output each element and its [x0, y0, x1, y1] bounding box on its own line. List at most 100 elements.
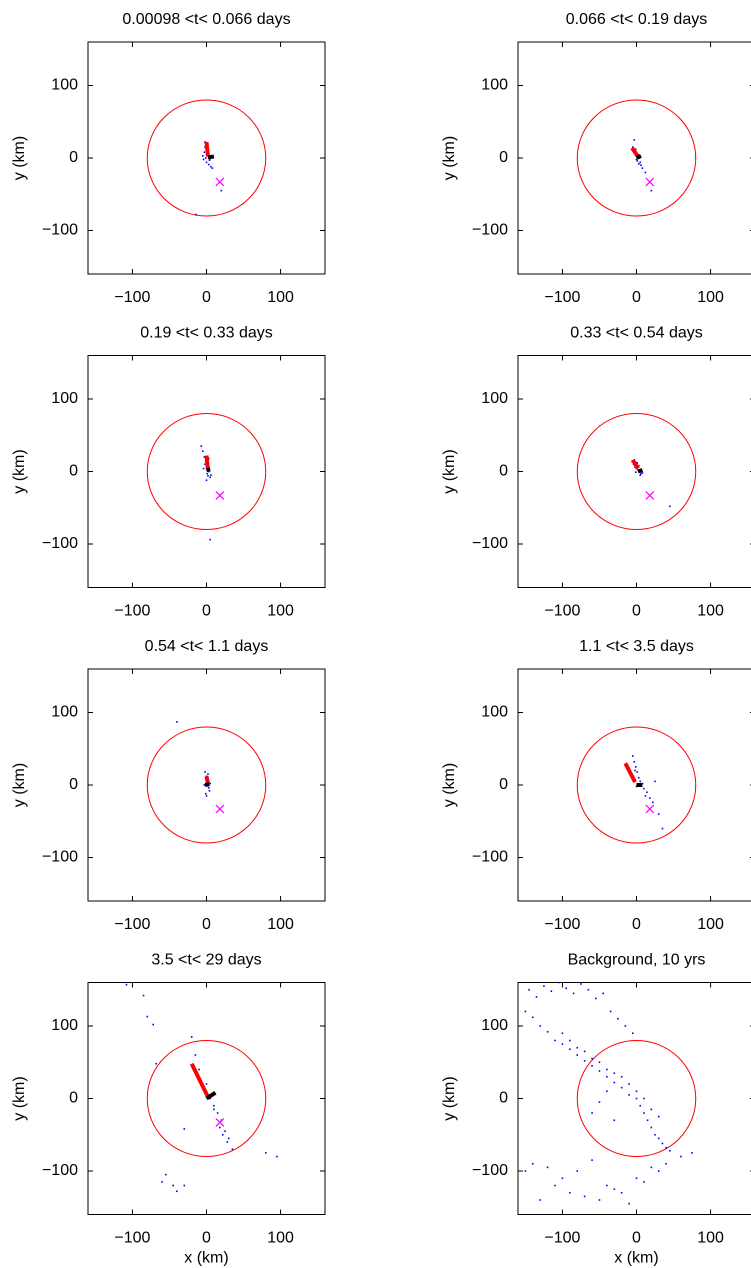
plot-area	[125, 983, 278, 1193]
mainshock-marker	[215, 1118, 225, 1127]
event-dot	[226, 1141, 229, 1143]
plot-frame	[87, 355, 326, 588]
y-tick-label: −100	[472, 849, 508, 866]
event-dot	[209, 782, 212, 785]
y-tick-label: 100	[51, 704, 78, 721]
event-dot	[204, 792, 207, 795]
event-dot	[651, 801, 654, 804]
event-dot	[209, 476, 212, 479]
event-dot	[628, 1083, 630, 1085]
event-dot	[643, 1112, 645, 1114]
event-dot	[524, 1010, 527, 1013]
direction-segment	[630, 146, 640, 158]
y-tick-label: 100	[51, 1017, 78, 1034]
event-dot	[554, 1039, 556, 1042]
y-tick-label: −100	[42, 535, 78, 552]
event-dot	[194, 1054, 197, 1056]
event-dot	[207, 787, 210, 789]
direction-segment	[204, 782, 210, 787]
event-dot	[650, 1108, 653, 1111]
event-dot	[624, 1025, 627, 1027]
y-tick-label: 100	[481, 77, 508, 94]
event-dot	[606, 1075, 608, 1078]
event-dot	[580, 983, 582, 985]
event-dot	[209, 1097, 212, 1100]
plot-area	[576, 413, 697, 530]
event-dot	[524, 1170, 527, 1172]
panel-title: 0.54 <t< 1.1 days	[145, 638, 269, 655]
plot-frame	[517, 41, 751, 275]
direction-segment	[204, 141, 210, 157]
mainshock-marker	[215, 804, 225, 814]
event-dot	[650, 1126, 653, 1129]
event-dot	[644, 171, 647, 174]
event-dot	[208, 790, 211, 792]
x-tick-label: 0	[632, 916, 641, 933]
x-tick-label: 100	[697, 916, 724, 933]
x-tick-label: 100	[267, 916, 294, 933]
event-dot	[161, 1181, 163, 1183]
direction-segment	[637, 468, 644, 474]
event-dot	[633, 139, 636, 141]
plot-area	[146, 721, 267, 844]
plot-area	[146, 413, 267, 541]
event-dot	[591, 1159, 593, 1161]
event-dot	[561, 1177, 564, 1180]
event-dot	[576, 1046, 579, 1049]
event-dot	[206, 472, 209, 475]
event-dot	[203, 151, 206, 153]
event-dot	[646, 1119, 649, 1122]
event-dot	[204, 157, 207, 159]
plot-frame	[517, 355, 751, 588]
direction-segment	[204, 455, 210, 471]
plot-frame	[517, 982, 751, 1215]
plot-area	[576, 726, 697, 844]
event-dot	[591, 1112, 593, 1114]
event-dot	[613, 1081, 616, 1084]
event-dot	[207, 163, 210, 166]
y-axis-label: y (km)	[441, 449, 458, 493]
x-tick-label: 0	[202, 603, 211, 620]
x-axis-label: x (km)	[614, 1250, 658, 1267]
event-dot	[205, 1083, 208, 1085]
y-axis-label: y (km)	[11, 763, 28, 807]
event-dot	[576, 1054, 579, 1056]
direction-segment	[205, 1091, 217, 1101]
event-dot	[639, 1104, 642, 1107]
event-dot	[146, 1015, 149, 1018]
plot-area	[146, 99, 267, 217]
direction-segment	[204, 775, 210, 784]
event-dot	[643, 1181, 645, 1183]
y-axis-label: y (km)	[441, 763, 458, 807]
y-axis-label: y (km)	[441, 1076, 458, 1120]
y-tick-label: 100	[481, 704, 508, 721]
event-dot	[641, 167, 644, 169]
y-tick-label: 100	[51, 77, 78, 94]
event-dot	[628, 1202, 630, 1205]
event-dot	[207, 773, 209, 775]
event-dot	[649, 797, 651, 799]
x-tick-label: 0	[632, 1230, 641, 1247]
event-dot	[598, 1199, 601, 1201]
event-dot	[208, 159, 211, 161]
event-dot	[221, 1133, 224, 1136]
event-dot	[202, 158, 205, 161]
event-dot	[639, 474, 642, 476]
event-dot	[591, 1057, 593, 1060]
event-dot	[220, 189, 223, 192]
event-dot	[176, 1190, 178, 1193]
y-tick-label: 0	[69, 1090, 78, 1107]
event-dot	[594, 997, 597, 1000]
event-dot	[213, 1108, 215, 1111]
y-tick-label: 0	[499, 1090, 508, 1107]
event-dot	[204, 463, 206, 466]
event-dot	[276, 1155, 278, 1158]
event-dot	[546, 1031, 549, 1033]
x-tick-label: 100	[697, 603, 724, 620]
y-tick-label: −100	[472, 535, 508, 552]
event-dot	[634, 766, 637, 768]
event-dot	[639, 161, 642, 164]
event-dot	[598, 1070, 601, 1072]
event-dot	[636, 160, 639, 162]
mainshock-marker	[645, 491, 655, 500]
